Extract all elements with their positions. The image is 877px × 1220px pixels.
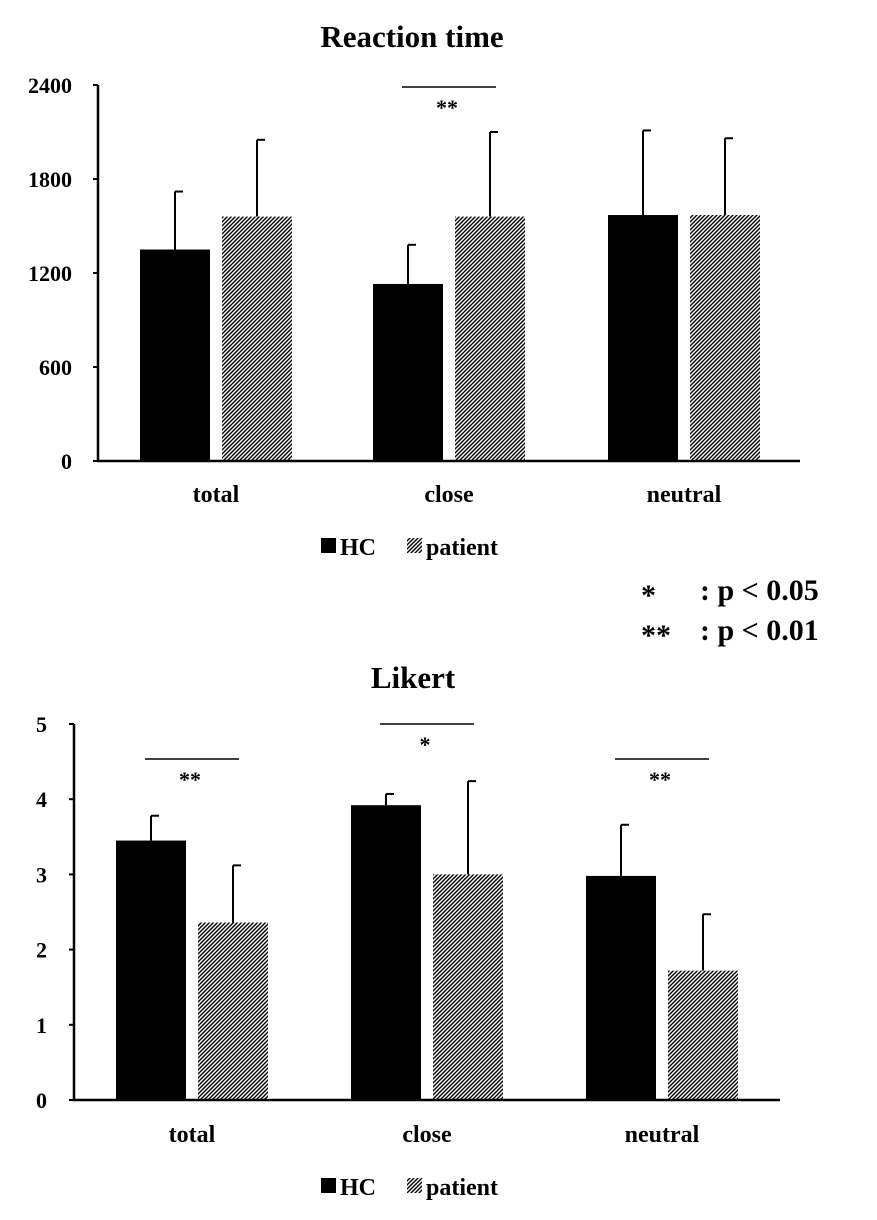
x-tick-label: total [169,1122,216,1148]
bar-hc-total [116,840,186,1100]
y-tick-label: 0 [36,1088,47,1113]
x-tick-label: neutral [625,1122,700,1148]
bar-patient-total [198,922,268,1100]
sig-key-text-1: : p < 0.05 [700,574,819,607]
y-tick-label: 1800 [28,167,72,192]
bar-patient-close [455,216,525,461]
significance-label: ** [649,767,671,792]
chart-title: Reaction time [320,19,503,54]
chart-title: Likert [371,660,456,695]
reaction-time-chart: Reaction time 0 600 1200 1800 2400 total clos… [28,19,800,561]
significance-label: * [420,732,431,757]
y-tick-label: 1 [36,1013,47,1038]
y-tick-label: 2 [36,938,47,963]
bar-patient-neutral [668,970,738,1100]
legend-label-hc: HC [340,535,376,561]
legend-label-patient: patient [426,1175,498,1201]
legend: HC patient [321,535,498,561]
x-tick-label: close [402,1122,452,1148]
significance-key: * : p < 0.05 ** : p < 0.01 [641,574,819,652]
x-tick-label: total [193,482,240,508]
y-tick-label: 1200 [28,261,72,286]
legend-label-hc: HC [340,1175,376,1201]
sig-key-symbol-1: * [641,579,656,612]
sig-key-symbol-2: ** [641,619,671,652]
bar-patient-total [222,216,292,461]
bar-hc-close [351,805,421,1100]
legend-swatch-hc [321,538,336,553]
y-tick-label: 0 [61,449,72,474]
x-tick-label: close [424,482,474,508]
bar-hc-neutral [586,875,656,1100]
y-tick-label: 2400 [28,73,72,98]
y-tick-label: 4 [36,787,47,812]
sig-key-text-2: : p < 0.01 [700,614,819,647]
bar-patient-neutral [690,215,760,461]
bar-patient-close [433,874,503,1100]
y-tick-label: 3 [36,862,47,887]
significance-label: ** [179,767,201,792]
bar-hc-neutral [608,215,678,461]
bar-hc-total [140,249,210,461]
significance-label: ** [436,95,458,120]
x-tick-label: neutral [647,482,722,508]
legend-label-patient: patient [426,535,498,561]
legend: HC patient [321,1175,498,1201]
bar-hc-close [373,283,443,461]
legend-swatch-patient [407,538,422,553]
y-tick-label: 600 [39,355,72,380]
legend-swatch-patient [407,1178,422,1193]
y-tick-label: 5 [36,712,47,737]
legend-swatch-hc [321,1178,336,1193]
